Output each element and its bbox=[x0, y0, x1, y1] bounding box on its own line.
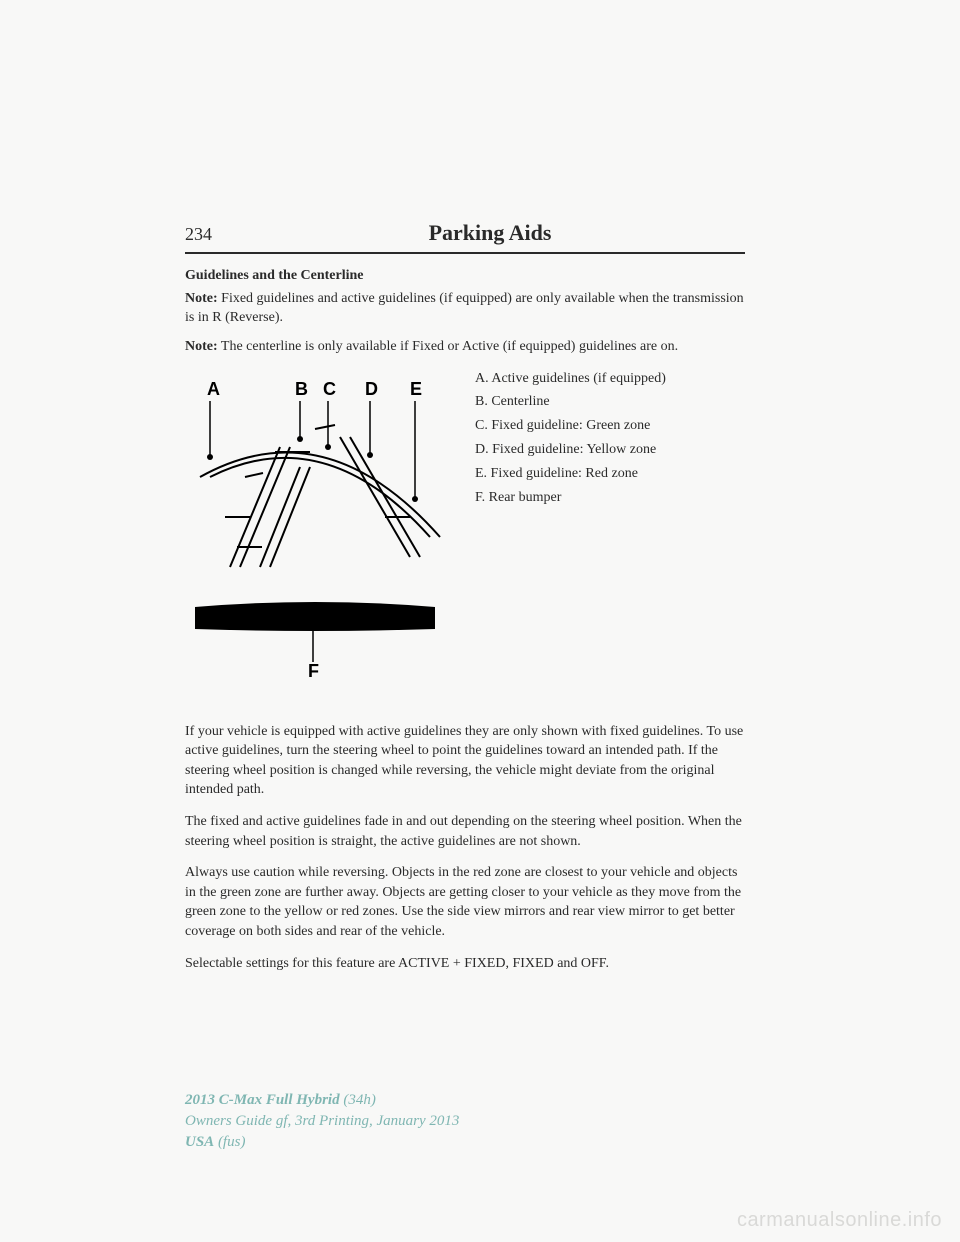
note-1: Note: Fixed guidelines and active guidel… bbox=[185, 290, 745, 328]
svg-text:C: C bbox=[323, 379, 336, 399]
svg-text:B: B bbox=[295, 379, 308, 399]
footer-region: USA bbox=[185, 1134, 214, 1150]
diagram-legend: A. Active guidelines (if equipped) B. Ce… bbox=[475, 367, 666, 692]
body-paragraph: If your vehicle is equipped with active … bbox=[185, 722, 745, 800]
note-2: Note: The centerline is only available i… bbox=[185, 338, 745, 357]
body-paragraph: The fixed and active guidelines fade in … bbox=[185, 812, 745, 851]
legend-item: C. Fixed guideline: Green zone bbox=[475, 414, 666, 438]
footer-region-code: (fus) bbox=[214, 1134, 245, 1150]
note-prefix: Note: bbox=[185, 339, 218, 354]
note-text: The centerline is only available if Fixe… bbox=[218, 339, 678, 354]
footer-model: 2013 C-Max Full Hybrid bbox=[185, 1092, 340, 1108]
footer-model-code: (34h) bbox=[340, 1092, 376, 1108]
svg-text:E: E bbox=[410, 379, 422, 399]
svg-text:D: D bbox=[365, 379, 378, 399]
legend-item: A. Active guidelines (if equipped) bbox=[475, 367, 666, 391]
legend-item: F. Rear bumper bbox=[475, 486, 666, 510]
page-footer: 2013 C-Max Full Hybrid (34h) Owners Guid… bbox=[185, 1090, 459, 1153]
svg-text:F: F bbox=[308, 661, 319, 681]
chapter-title: Parking Aids bbox=[235, 220, 745, 246]
guidelines-diagram: A BC D E F bbox=[185, 367, 455, 692]
note-prefix: Note: bbox=[185, 291, 218, 306]
legend-item: E. Fixed guideline: Red zone bbox=[475, 462, 666, 486]
svg-text:A: A bbox=[207, 379, 220, 399]
note-text: Fixed guidelines and active guidelines (… bbox=[185, 291, 744, 325]
section-title: Guidelines and the Centerline bbox=[185, 268, 745, 284]
legend-item: D. Fixed guideline: Yellow zone bbox=[475, 438, 666, 462]
legend-item: B. Centerline bbox=[475, 390, 666, 414]
page-header: 234 Parking Aids bbox=[185, 220, 745, 254]
watermark: carmanualsonline.info bbox=[737, 1209, 942, 1232]
page-number: 234 bbox=[185, 224, 235, 245]
body-paragraph: Always use caution while reversing. Obje… bbox=[185, 863, 745, 941]
footer-guide: Owners Guide gf, 3rd Printing, January 2… bbox=[185, 1111, 459, 1132]
body-paragraph: Selectable settings for this feature are… bbox=[185, 954, 745, 974]
